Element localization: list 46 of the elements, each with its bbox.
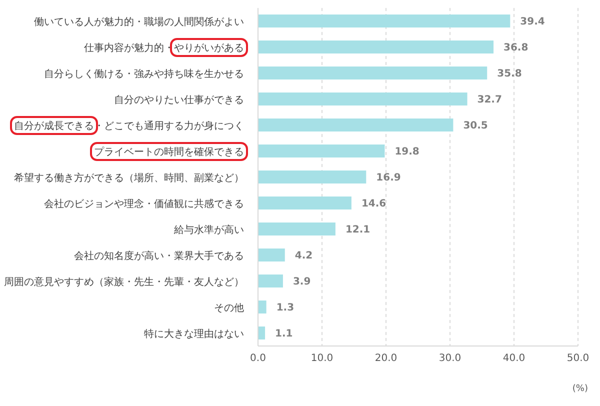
y-tick-label: 働いている人が魅力的・職場の人間関係がよい (34, 16, 244, 28)
data-label: 30.5 (463, 120, 488, 132)
bar (258, 222, 336, 236)
y-tick-label: 会社のビジョンや理念・価値観に共感できる (44, 198, 244, 210)
data-label: 1.3 (276, 302, 294, 314)
x-tick-label: 0.0 (250, 353, 266, 364)
bar (258, 14, 510, 28)
data-label: 35.8 (497, 68, 522, 80)
bar (258, 196, 352, 210)
y-tick-label: 自分が成長できる・どこでも通用する力が身につく (14, 120, 244, 132)
y-tick-label: 会社の知名度が高い・業界大手である (74, 250, 244, 262)
y-tick-label: 自分のやりたい仕事ができる (114, 94, 244, 106)
bar (258, 274, 283, 288)
data-label: 12.1 (345, 224, 370, 236)
x-tick-label: 30.0 (438, 353, 462, 364)
data-label: 36.8 (504, 42, 528, 54)
y-tick-label: プライベートの時間を確保できる (94, 146, 244, 158)
bar (258, 40, 494, 54)
y-tick-label: 仕事内容が魅力的・やりがいがある (84, 42, 244, 54)
data-label: 32.7 (477, 94, 502, 106)
x-tick-label: 10.0 (310, 353, 334, 364)
y-tick-label: 給与水準が高い (173, 224, 244, 236)
x-axis-title: (%) (572, 384, 588, 394)
y-tick-label: 自分らしく働ける・強みや持ち味を生かせる (44, 68, 244, 80)
bar (258, 300, 266, 314)
bar (258, 326, 266, 340)
x-tick-label: 20.0 (374, 353, 398, 364)
data-label: 19.8 (394, 146, 420, 158)
data-label: 3.9 (292, 276, 311, 288)
y-tick-label: 希望する働き方ができる（場所、時間、副業など） (14, 172, 244, 184)
y-tick-label: その他 (214, 302, 244, 314)
x-tick-label: 50.0 (566, 353, 590, 364)
bar (258, 92, 468, 106)
y-tick-label: 周囲の意見やすすめ（家族・先生・先輩・友人など） (4, 276, 244, 288)
y-tick-label: 特に大きな理由はない (144, 328, 244, 340)
data-label: 4.2 (294, 250, 313, 262)
bar (258, 170, 366, 184)
data-label: 1.1 (275, 328, 293, 340)
data-label: 14.6 (361, 198, 386, 210)
bar (258, 66, 488, 80)
bar (258, 118, 454, 132)
bar (258, 144, 385, 158)
data-label: 39.4 (520, 16, 545, 28)
x-tick-label: 40.0 (502, 353, 526, 364)
bar (258, 248, 285, 262)
data-label: 16.9 (376, 172, 401, 184)
